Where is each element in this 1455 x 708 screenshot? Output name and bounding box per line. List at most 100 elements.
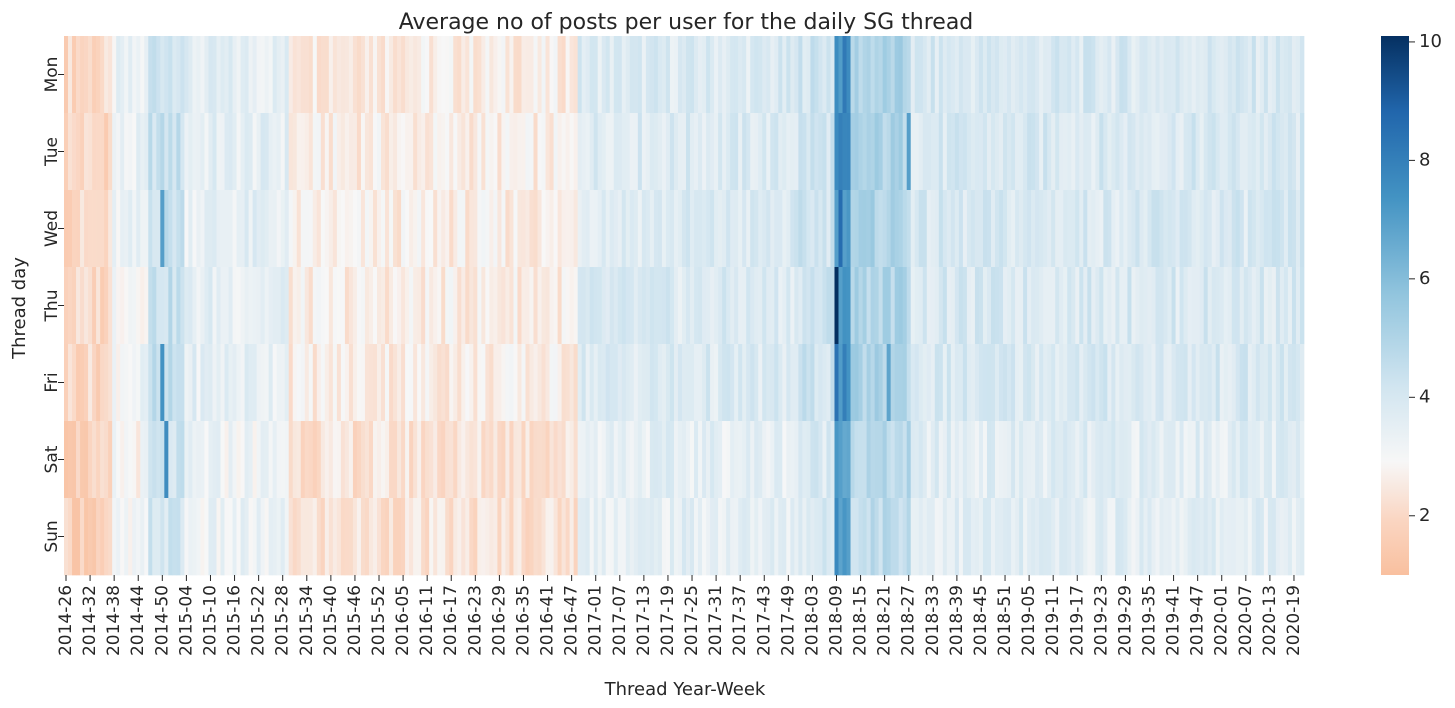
heatmap-cell — [625, 498, 631, 576]
heatmap-cell — [942, 113, 948, 191]
heatmap-cell — [236, 36, 241, 114]
heatmap-cell — [228, 113, 233, 191]
heatmap-cell — [1147, 498, 1152, 576]
heatmap-cell — [104, 421, 109, 499]
heatmap-cell — [1211, 113, 1217, 191]
heatmap-cell — [212, 344, 217, 422]
heatmap-cell — [1071, 498, 1076, 576]
heatmap-cell — [92, 36, 97, 114]
heatmap-cell — [710, 344, 715, 422]
heatmap-cell — [982, 344, 988, 422]
heatmap-cell — [473, 267, 478, 345]
heatmap-cell — [1107, 190, 1112, 268]
heatmap-cell — [1075, 190, 1080, 268]
heatmap-cell — [1019, 344, 1024, 422]
heatmap-cell — [1191, 36, 1196, 114]
heatmap-cell — [505, 267, 510, 345]
heatmap-cell — [517, 190, 522, 268]
heatmap-cell — [453, 113, 458, 191]
heatmap-cell — [1195, 344, 1201, 422]
heatmap-cell — [946, 498, 952, 576]
heatmap-cell — [886, 36, 892, 114]
heatmap-cell — [694, 190, 699, 268]
heatmap-cell — [894, 267, 900, 345]
heatmap-cell — [810, 498, 815, 576]
heatmap-cell — [1079, 113, 1084, 191]
heatmap-cell — [1255, 421, 1261, 499]
heatmap-cell — [814, 36, 819, 114]
heatmap-cell — [690, 113, 695, 191]
heatmap-cell — [264, 190, 270, 268]
heatmap-cell — [421, 344, 426, 422]
heatmap-cell — [176, 421, 181, 499]
heatmap-cell — [1131, 344, 1136, 422]
heatmap-cell — [449, 421, 454, 499]
heatmap-cell — [429, 36, 434, 114]
heatmap-cell — [1167, 190, 1172, 268]
heatmap-cell — [120, 113, 125, 191]
heatmap-cell — [657, 344, 663, 422]
heatmap-cell — [533, 421, 538, 499]
heatmap-cell — [248, 267, 253, 345]
heatmap-cell — [794, 113, 799, 191]
heatmap-cell — [790, 267, 795, 345]
heatmap-cell — [1283, 267, 1289, 345]
heatmap-cell — [1051, 421, 1056, 499]
heatmap-cell — [481, 344, 486, 422]
heatmap-cell — [84, 36, 89, 114]
heatmap-cell — [136, 344, 141, 422]
heatmap-cell — [806, 113, 811, 191]
heatmap-cell — [746, 498, 751, 576]
heatmap-cell — [621, 267, 627, 345]
heatmap-cell — [742, 267, 747, 345]
heatmap-cell — [1239, 498, 1245, 576]
heatmap-cell — [918, 344, 924, 422]
heatmap-cell — [834, 36, 839, 114]
heatmap-cell — [136, 267, 141, 345]
heatmap-cell — [360, 344, 366, 422]
heatmap-cell — [982, 36, 988, 114]
heatmap-cell — [505, 36, 510, 114]
heatmap-cell — [834, 190, 839, 268]
heatmap-cell — [413, 267, 418, 345]
heatmap-cell — [136, 421, 141, 499]
heatmap-cell — [132, 36, 137, 114]
heatmap-cell — [1023, 190, 1028, 268]
heatmap-cell — [922, 190, 928, 268]
heatmap-cell — [200, 344, 205, 422]
heatmap-cell — [320, 190, 326, 268]
heatmap-cell — [854, 113, 859, 191]
heatmap-cell — [425, 267, 430, 345]
heatmap-cell — [280, 36, 286, 114]
heatmap-cell — [1203, 36, 1209, 114]
heatmap-cell — [409, 190, 414, 268]
heatmap-cell — [1247, 36, 1253, 114]
heatmap-cell — [818, 344, 823, 422]
heatmap-cell — [1175, 267, 1180, 345]
heatmap-cell — [232, 113, 237, 191]
heatmap-cell — [160, 113, 165, 191]
heatmap-cell — [360, 190, 366, 268]
heatmap-cell — [256, 36, 261, 114]
heatmap-cell — [577, 36, 583, 114]
heatmap-cell — [946, 421, 952, 499]
heatmap-cell — [1159, 498, 1164, 576]
heatmap-cell — [609, 190, 615, 268]
heatmap-cell — [673, 421, 679, 499]
heatmap-cell — [1267, 190, 1273, 268]
heatmap-cell — [1183, 344, 1188, 422]
heatmap-cell — [68, 36, 73, 114]
heatmap-cell — [1103, 344, 1108, 422]
heatmap-cell — [308, 421, 314, 499]
heatmap-cell — [529, 498, 534, 576]
heatmap-cell — [982, 113, 988, 191]
heatmap-cell — [1015, 190, 1020, 268]
heatmap-cell — [1235, 498, 1241, 576]
heatmap-cell — [886, 190, 892, 268]
heatmap-cell — [1175, 190, 1180, 268]
heatmap-cell — [1155, 190, 1160, 268]
heatmap-cell — [926, 498, 932, 576]
heatmap-cell — [176, 190, 181, 268]
heatmap-cell — [465, 498, 470, 576]
heatmap-cell — [673, 190, 679, 268]
